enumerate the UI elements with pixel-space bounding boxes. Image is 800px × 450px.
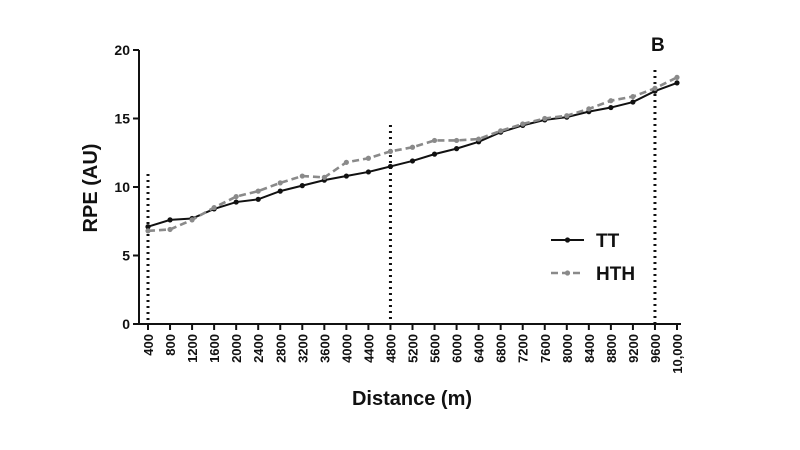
x-tick-label: 1600 <box>207 334 222 363</box>
data-point-hth <box>630 93 636 100</box>
data-point-tt <box>343 173 349 179</box>
x-tick-label: 7600 <box>538 334 553 363</box>
data-point-hth <box>167 226 173 233</box>
data-point-hth <box>476 136 482 142</box>
data-point-hth <box>321 174 327 181</box>
x-tick-label: 8000 <box>560 334 575 363</box>
data-point-tt <box>630 99 636 105</box>
data-point-hth <box>255 188 261 194</box>
data-point-hth <box>233 193 239 200</box>
x-tick-label: 4000 <box>339 334 354 363</box>
data-point-hth <box>189 217 195 223</box>
legend-marker-tt <box>564 237 571 243</box>
x-tick-label: 1200 <box>185 334 200 363</box>
x-tick-label: 6400 <box>472 334 487 363</box>
x-tick-label: 800 <box>163 334 178 356</box>
data-point-hth <box>387 148 394 154</box>
series-layer <box>145 74 680 234</box>
data-point-tt <box>167 217 173 223</box>
data-point-tt <box>409 158 416 164</box>
data-point-tt <box>387 163 394 170</box>
y-tick-label: 20 <box>114 42 130 58</box>
data-point-hth <box>211 204 217 211</box>
x-tick-label: 2000 <box>229 334 244 363</box>
data-point-hth <box>498 128 504 134</box>
x-tick-label: 8400 <box>582 334 597 363</box>
y-tick-label: 0 <box>122 316 130 332</box>
reference-lines <box>146 70 657 324</box>
x-tick-label: 4800 <box>383 334 398 363</box>
x-tick-label: 7200 <box>516 334 531 363</box>
y-ticks: 0 5 10 15 20 <box>114 42 139 332</box>
data-point-tt <box>255 196 261 202</box>
panel-label: B <box>651 35 665 56</box>
data-point-hth <box>409 144 416 150</box>
data-point-hth <box>586 106 592 112</box>
data-point-tt <box>453 146 460 152</box>
data-point-hth <box>542 115 548 122</box>
data-point-tt <box>365 169 372 175</box>
data-point-hth <box>564 113 570 119</box>
data-point-hth <box>365 155 372 161</box>
x-tick-label: 3200 <box>295 334 310 363</box>
x-ticks: 400 800 1200 1600 2000 2400 2800 3200 3600 4000 44… <box>141 324 685 374</box>
legend-label-tt: TT <box>596 231 620 252</box>
data-point-tt <box>277 188 283 194</box>
x-tick-label: 6000 <box>450 334 465 363</box>
data-point-tt <box>608 104 614 111</box>
data-point-tt <box>233 199 239 205</box>
x-tick-label: 9600 <box>648 334 663 363</box>
x-tick-label: 5200 <box>406 334 421 363</box>
data-point-tt <box>145 224 151 230</box>
x-tick-label: 8800 <box>604 334 619 363</box>
data-point-hth <box>520 121 526 127</box>
y-tick-label: 10 <box>114 179 130 195</box>
x-tick-label: 4400 <box>361 334 376 363</box>
x-tick-label: 10,000 <box>670 334 685 374</box>
series-hth <box>145 74 680 234</box>
data-point-tt <box>299 183 305 189</box>
data-point-hth <box>343 159 349 165</box>
x-tick-label: 5600 <box>428 334 443 363</box>
data-point-hth <box>608 98 614 104</box>
legend-label-hth: HTH <box>596 264 635 285</box>
data-point-hth <box>674 74 680 80</box>
y-tick-label: 5 <box>122 248 130 264</box>
y-tick-label: 15 <box>114 111 130 127</box>
x-tick-label: 6800 <box>494 334 509 363</box>
x-tick-label: 400 <box>141 334 156 356</box>
legend: TT HTH <box>551 231 635 285</box>
x-tick-label: 2800 <box>273 334 288 363</box>
data-point-tt <box>431 151 438 157</box>
data-point-tt <box>674 80 680 86</box>
data-point-hth <box>652 85 658 91</box>
data-point-hth <box>453 137 460 144</box>
data-point-hth <box>145 228 151 234</box>
data-point-hth <box>277 180 283 186</box>
series-tt <box>145 80 680 230</box>
data-point-hth <box>431 137 438 144</box>
x-axis-title: Distance (m) <box>352 388 472 410</box>
x-tick-label: 9200 <box>626 334 641 363</box>
series-line-hth <box>147 76 678 233</box>
legend-marker-hth <box>564 270 571 276</box>
data-point-hth <box>299 173 305 179</box>
x-tick-label: 3600 <box>317 334 332 363</box>
x-tick-label: 2400 <box>251 334 266 363</box>
y-axis-title: RPE (AU) <box>80 144 102 233</box>
